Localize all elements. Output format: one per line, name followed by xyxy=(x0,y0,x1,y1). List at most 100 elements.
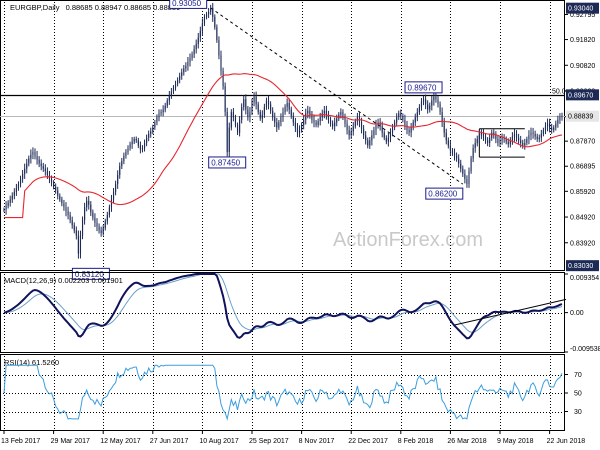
candle-body xyxy=(292,115,294,123)
candle-body xyxy=(241,106,243,120)
candle-body xyxy=(50,178,53,183)
macd-tick-label: 0.00 xyxy=(570,310,584,317)
candle-body xyxy=(106,214,108,222)
price-candle xyxy=(410,122,412,138)
candle-body xyxy=(278,122,280,128)
candle-body xyxy=(166,100,168,106)
price-panel-frame xyxy=(0,0,565,271)
price-tag-box xyxy=(566,2,599,14)
price-candle xyxy=(315,120,317,128)
candle-body xyxy=(26,163,28,169)
candle-body xyxy=(472,148,474,159)
candle-body xyxy=(447,140,449,146)
price-candle xyxy=(385,135,387,145)
candle-body xyxy=(174,83,177,88)
price-candle xyxy=(402,113,404,123)
candle-body xyxy=(487,140,489,143)
candle-body xyxy=(36,155,38,160)
price-candle xyxy=(511,132,513,145)
price-candle xyxy=(546,118,549,132)
candle-body xyxy=(86,200,88,208)
price-candle xyxy=(146,134,148,147)
candle-body xyxy=(327,114,330,120)
price-candle xyxy=(443,117,445,138)
price-candle xyxy=(265,97,268,110)
price-candle xyxy=(280,113,282,127)
price-tick-label: 0.85920 xyxy=(570,189,595,196)
price-candle xyxy=(394,119,396,131)
candle-body xyxy=(272,110,274,118)
price-candle xyxy=(17,181,20,191)
candle-body xyxy=(141,148,144,150)
price-candle xyxy=(522,139,524,149)
price-annotation: 0.87450 xyxy=(208,156,247,169)
price-candle xyxy=(420,98,423,111)
price-candle xyxy=(19,175,22,188)
price-candle xyxy=(263,103,265,118)
candle-body xyxy=(542,130,544,134)
price-candle xyxy=(214,14,216,30)
price-candle xyxy=(57,186,59,200)
price-candle xyxy=(313,114,315,128)
candle-body xyxy=(108,207,110,215)
date-tick-label: 12 May 2017 xyxy=(100,438,141,445)
price-candle xyxy=(338,112,340,122)
candle-body xyxy=(549,123,551,128)
candle-body xyxy=(470,158,472,172)
price-candle xyxy=(166,98,168,109)
price-candle xyxy=(418,104,420,115)
price-candle xyxy=(553,125,555,133)
price-candle xyxy=(468,167,470,188)
candle-body xyxy=(561,116,563,118)
candle-body xyxy=(402,115,404,120)
candle-body xyxy=(422,99,425,102)
price-candle xyxy=(323,105,325,119)
candle-body xyxy=(276,122,278,128)
candle-body xyxy=(391,127,394,133)
annotation-box xyxy=(169,0,208,9)
candle-body xyxy=(321,113,323,118)
price-candle xyxy=(98,223,100,234)
candle-body xyxy=(129,144,131,149)
candle-body xyxy=(491,132,493,138)
candle-body xyxy=(251,101,253,113)
price-candle xyxy=(379,118,381,131)
price-candle xyxy=(555,120,557,131)
candle-body xyxy=(427,104,429,110)
candle-body xyxy=(497,139,499,143)
price-candle xyxy=(325,105,327,120)
price-candle xyxy=(327,110,330,124)
candle-body xyxy=(13,191,15,196)
candle-body xyxy=(255,96,257,105)
candle-body xyxy=(9,199,11,203)
candle-body xyxy=(160,112,162,114)
candle-body xyxy=(146,137,148,143)
price-candle xyxy=(476,135,478,147)
date-tick-label: 10 Aug 2017 xyxy=(199,438,238,445)
price-candle xyxy=(542,127,544,137)
candle-body xyxy=(212,7,214,17)
price-candle xyxy=(172,85,175,95)
date-tick-label: 8 Nov 2017 xyxy=(299,438,335,445)
price-candle xyxy=(73,222,75,234)
price-tick-label: 0.90820 xyxy=(570,63,595,70)
candle-body xyxy=(179,76,181,80)
candle-body xyxy=(71,220,73,226)
candle-body xyxy=(342,112,344,118)
price-candle xyxy=(435,93,437,103)
candle-body xyxy=(57,190,59,196)
price-candle xyxy=(305,108,307,125)
candle-body xyxy=(499,140,501,143)
candle-body xyxy=(100,230,102,233)
candle-body xyxy=(208,11,210,15)
candle-body xyxy=(462,168,464,174)
price-candle xyxy=(292,112,294,126)
candle-body xyxy=(400,113,402,116)
candle-body xyxy=(59,195,61,200)
price-tick-label: 0.87870 xyxy=(570,139,595,146)
price-candle xyxy=(162,105,164,117)
candle-body xyxy=(425,99,427,105)
candle-body xyxy=(431,100,433,106)
candle-body xyxy=(511,136,513,141)
